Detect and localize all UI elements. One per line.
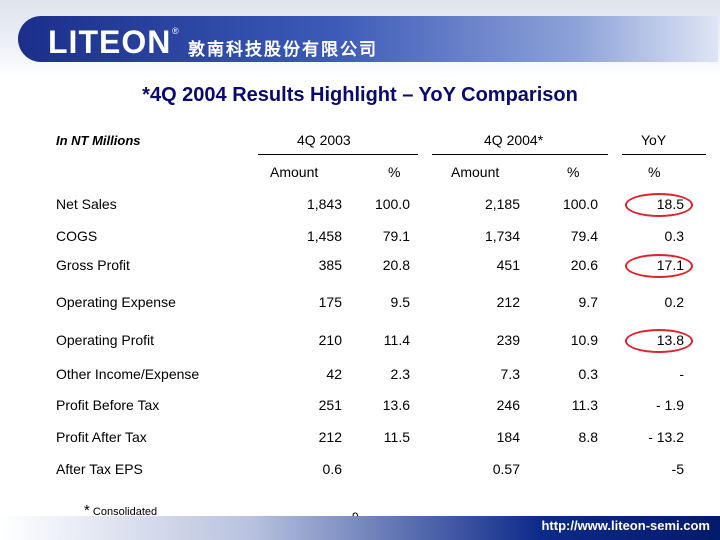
- pct-2003-cell: 9.5: [390, 294, 410, 310]
- footnote-text: Consolidated: [92, 506, 158, 518]
- header-pct-yoy: %: [648, 164, 661, 180]
- pct-2004-cell: 79.4: [570, 228, 598, 244]
- pct-2003-cell: 11.4: [383, 332, 410, 348]
- amount-2003-cell: 0.6: [322, 461, 342, 477]
- highlight-oval: [625, 329, 693, 353]
- amount-2003-cell: 385: [318, 257, 342, 273]
- amount-2003-cell: 1,458: [306, 228, 342, 244]
- rule-2004: [432, 154, 608, 155]
- yoy-cell: 0.3: [664, 228, 684, 244]
- amount-2003-cell: 251: [318, 397, 342, 413]
- footer-bar: [0, 516, 720, 540]
- pct-2003-cell: 13.6: [382, 397, 410, 413]
- amount-2003-cell: 42: [326, 366, 342, 382]
- logo-banner: [18, 16, 718, 62]
- amount-2003-cell: 210: [318, 332, 342, 348]
- row-label: Net Sales: [56, 196, 117, 212]
- liteon-logo: LITEON: [48, 24, 172, 60]
- amount-2004-cell: 184: [496, 429, 520, 445]
- header-amount-2003: Amount: [270, 164, 319, 180]
- header-4q-2003: 4Q 2003: [297, 132, 351, 148]
- pct-2003-cell: 11.5: [383, 429, 410, 445]
- pct-2004-cell: 11.3: [571, 397, 598, 413]
- amount-2004-cell: 7.3: [500, 366, 520, 382]
- row-label: Profit After Tax: [56, 429, 147, 445]
- footnote-asterisk: *: [84, 502, 90, 519]
- header-pct-2004: %: [567, 164, 580, 180]
- header-4q-2004: 4Q 2004*: [484, 132, 544, 148]
- amount-2003-cell: 1,843: [306, 196, 342, 212]
- amount-2004-cell: 2,185: [484, 196, 520, 212]
- amount-2004-cell: 246: [496, 397, 520, 413]
- unit-label: In NT Millions: [56, 133, 141, 148]
- amount-2003-cell: 212: [318, 429, 342, 445]
- footnote: * Consolidated: [84, 502, 157, 519]
- amount-2003-cell: 175: [318, 294, 342, 310]
- yoy-cell: -: [679, 366, 684, 382]
- footer-url[interactable]: http://www.liteon-semi.com: [541, 518, 710, 533]
- row-label: COGS: [56, 228, 98, 244]
- pct-2003-cell: 2.3: [390, 366, 410, 382]
- amount-2004-cell: 451: [496, 257, 520, 273]
- row-label: Operating Expense: [56, 294, 176, 310]
- highlight-oval: [625, 193, 693, 217]
- yoy-cell: -5: [671, 461, 684, 477]
- row-label: Gross Profit: [56, 257, 130, 273]
- row-label: After Tax EPS: [56, 461, 143, 477]
- row-label: Operating Profit: [56, 332, 155, 348]
- registered-mark: ®: [172, 26, 179, 36]
- slide-title: *4Q 2004 Results Highlight – YoY Compari…: [142, 84, 578, 106]
- rule-2003: [258, 154, 418, 155]
- yoy-cell: 17.1: [656, 257, 684, 273]
- amount-2004-cell: 239: [496, 332, 520, 348]
- highlight-oval: [625, 254, 693, 278]
- header-yoy: YoY: [641, 132, 667, 148]
- yoy-cell: 18.5: [656, 196, 684, 212]
- pct-2004-cell: 9.7: [578, 294, 598, 310]
- pct-2003-cell: 79.1: [382, 228, 410, 244]
- rule-yoy: [622, 154, 706, 155]
- yoy-cell: - 1.9: [655, 397, 684, 413]
- row-label: Other Income/Expense: [56, 366, 200, 382]
- company-name-chinese: 敦南科技股份有限公司: [188, 40, 378, 59]
- amount-2004-cell: 0.57: [492, 461, 520, 477]
- header-amount-2004: Amount: [451, 164, 500, 180]
- pct-2004-cell: 8.8: [578, 429, 598, 445]
- yoy-cell: - 13.2: [648, 429, 684, 445]
- row-label: Profit Before Tax: [56, 397, 160, 413]
- amount-2004-cell: 1,734: [484, 228, 520, 244]
- amount-2004-cell: 212: [496, 294, 520, 310]
- pct-2004-cell: 10.9: [570, 332, 598, 348]
- pct-2004-cell: 20.6: [570, 257, 598, 273]
- yoy-cell: 13.8: [656, 332, 684, 348]
- pct-2004-cell: 0.3: [578, 366, 598, 382]
- header-pct-2003: %: [388, 164, 401, 180]
- pct-2003-cell: 20.8: [382, 257, 410, 273]
- pct-2004-cell: 100.0: [562, 196, 598, 212]
- yoy-cell: 0.2: [664, 294, 684, 310]
- pct-2003-cell: 100.0: [374, 196, 410, 212]
